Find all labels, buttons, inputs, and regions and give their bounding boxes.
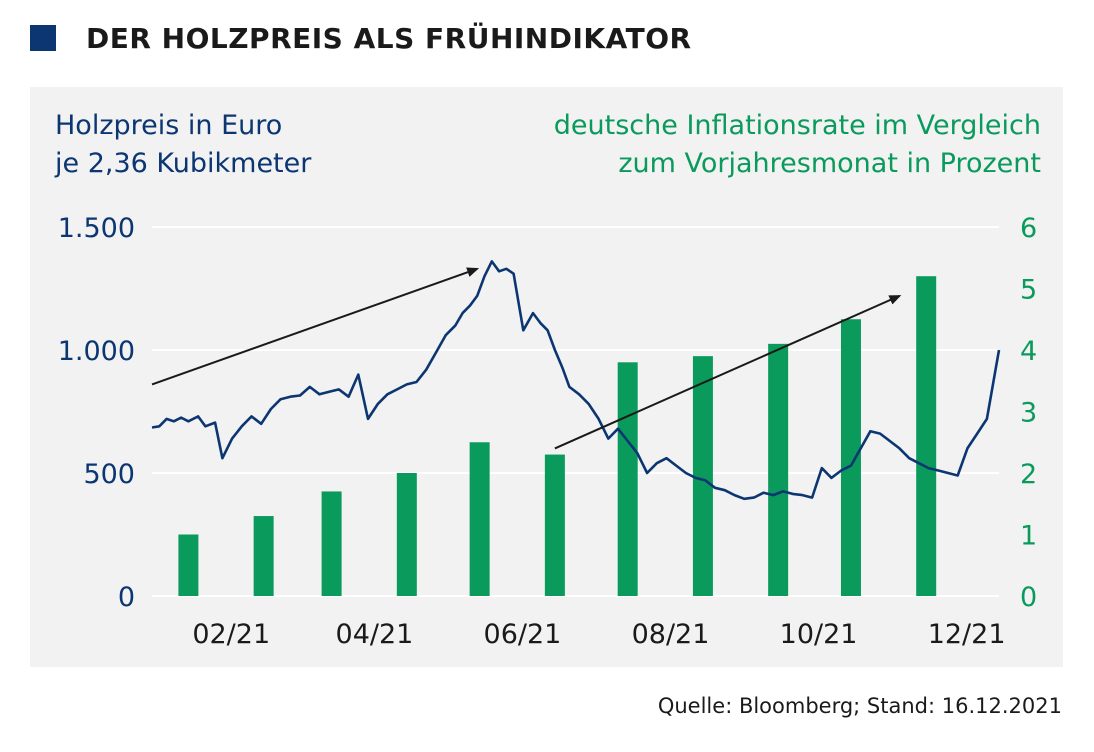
inflation-bar: [396, 473, 417, 596]
x-tick-label: 04/21: [336, 619, 414, 650]
inflation-bar: [916, 276, 937, 596]
inflation-bar: [321, 491, 342, 596]
left-axis-title-line-1: Holzpreis in Euro: [55, 110, 283, 141]
inflation-bar: [178, 534, 199, 596]
right-axis-title-line-1: deutsche Inflationsrate im Vergleich: [553, 110, 1041, 141]
right-tick-label: 2: [1020, 459, 1037, 490]
left-axis-title-line-2: je 2,36 Kubikmeter: [55, 148, 312, 179]
right-tick-label: 4: [1020, 336, 1037, 367]
x-tick-label: 06/21: [484, 619, 562, 650]
left-tick-label: 1.000: [58, 336, 135, 367]
right-axis-title: deutsche Inflationsrate im Vergleich zum…: [554, 107, 1041, 183]
left-tick-label: 1.500: [58, 213, 135, 244]
right-tick-label: 5: [1020, 275, 1037, 306]
inflation-bar: [544, 454, 565, 596]
right-tick-label: 6: [1020, 213, 1037, 244]
left-tick-label: 0: [118, 582, 135, 613]
inflation-bar: [253, 516, 274, 596]
inflation-bar: [617, 362, 638, 596]
grid-lines: [152, 226, 999, 597]
trend-arrow: [554, 294, 902, 450]
axis-ticks: 0 500 1.000 1.500 0 1 2 3 4 5 6 02/21 04/21 06/21 08/2…: [58, 213, 1037, 650]
chart-svg: 0 500 1.000 1.500 0 1 2 3 4 5 6 02/21 04/21 06/21 08/2…: [58, 213, 1037, 650]
inflation-bar: [692, 356, 713, 596]
trend-arrow: [151, 267, 480, 386]
right-tick-label: 3: [1020, 398, 1037, 429]
x-tick-label: 10/21: [780, 619, 858, 650]
left-tick-label: 500: [83, 459, 135, 490]
left-axis-title: Holzpreis in Euro je 2,36 Kubikmeter: [55, 107, 311, 183]
price-line: [151, 260, 1001, 501]
chart-header: DER HOLZPREIS ALS FRÜHINDIKATOR: [30, 16, 692, 60]
chart-panel: Holzpreis in Euro je 2,36 Kubikmeter deu…: [30, 87, 1063, 667]
inflation-bars: [178, 276, 937, 596]
trend-arrows: [151, 267, 902, 450]
x-tick-label: 12/21: [928, 619, 1006, 650]
x-tick-label: 08/21: [632, 619, 710, 650]
inflation-bar: [768, 343, 789, 596]
right-tick-label: 1: [1020, 521, 1037, 552]
source-note: Quelle: Bloomberg; Stand: 16.12.2021: [657, 694, 1062, 718]
inflation-bar: [840, 319, 861, 596]
price-line-group: [151, 260, 1001, 501]
right-axis-title-line-2: zum Vorjahresmonat in Prozent: [618, 148, 1041, 179]
title-square-icon: [30, 25, 56, 51]
x-tick-label: 02/21: [192, 619, 270, 650]
inflation-bar: [469, 442, 490, 596]
chart-title: DER HOLZPREIS ALS FRÜHINDIKATOR: [86, 21, 692, 55]
right-tick-label: 0: [1020, 582, 1037, 613]
